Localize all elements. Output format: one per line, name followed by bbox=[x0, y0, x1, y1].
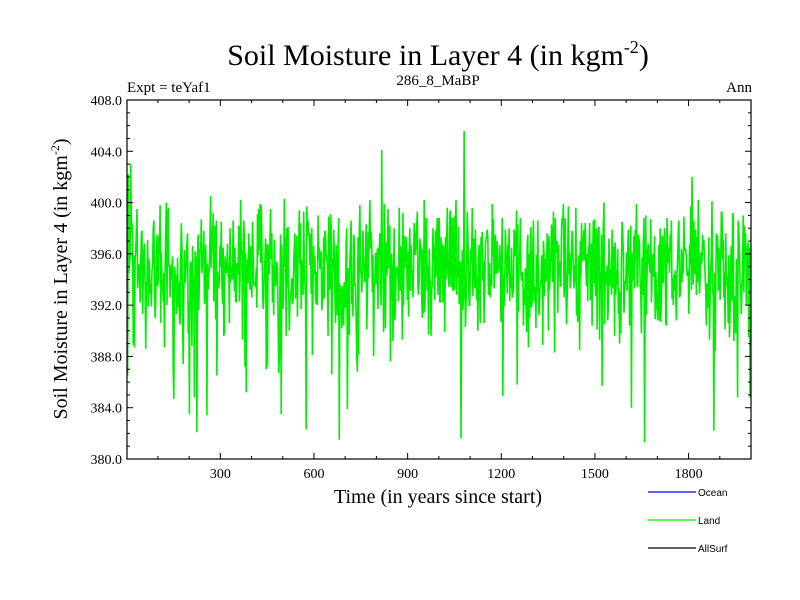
chart-title: Soil Moisture in Layer 4 (in kgm-2) bbox=[227, 37, 649, 72]
x-tick-label: 1500 bbox=[581, 467, 609, 482]
subtitle-left: Expt = teYaf1 bbox=[127, 80, 211, 96]
subtitle-right: Ann bbox=[726, 80, 752, 96]
y-tick-label: 408.0 bbox=[91, 94, 123, 109]
y-tick-label: 404.0 bbox=[91, 145, 123, 160]
x-tick-label: 1200 bbox=[487, 467, 515, 482]
plot-area bbox=[126, 99, 752, 460]
y-tick-label: 384.0 bbox=[91, 402, 123, 417]
legend-label-land: Land bbox=[698, 516, 720, 527]
y-axis-label-close: ) bbox=[50, 138, 72, 145]
legend-label-allsurf: AllSurf bbox=[698, 544, 728, 555]
legend-label-ocean: Ocean bbox=[698, 488, 727, 499]
x-tick-label: 1800 bbox=[675, 467, 703, 482]
y-axis-label: Soil Moisture in Layer 4 (in kgm-2) bbox=[48, 138, 72, 419]
x-tick-label: 600 bbox=[303, 467, 324, 482]
legend: Ocean Land AllSurf bbox=[648, 488, 728, 555]
y-tick-label: 392.0 bbox=[91, 299, 123, 314]
y-tick-label: 380.0 bbox=[91, 453, 123, 468]
y-axis: 380.0 384.0 388.0 392.0 396.0 400.0 404.0 408.0 bbox=[91, 94, 751, 468]
x-axis: 300 600 900 1200 1500 1800 bbox=[157, 100, 721, 482]
x-tick-label: 900 bbox=[397, 467, 418, 482]
y-axis-label-sup: -2 bbox=[48, 145, 62, 155]
chart-title-main: Soil Moisture in Layer 4 (in kgm bbox=[227, 39, 624, 72]
y-axis-label-main: Soil Moisture in Layer 4 (in kgm bbox=[50, 155, 72, 420]
y-tick-label: 400.0 bbox=[91, 197, 123, 212]
series-line-land bbox=[127, 130, 751, 443]
chart-title-sup: -2 bbox=[624, 37, 639, 57]
subtitle-center: 286_8_MaBP bbox=[396, 73, 479, 89]
y-tick-label: 396.0 bbox=[91, 248, 123, 263]
x-axis-label: Time (in years since start) bbox=[334, 486, 542, 508]
y-tick-label: 388.0 bbox=[91, 350, 123, 365]
chart-title-close: ) bbox=[639, 39, 649, 72]
x-tick-label: 300 bbox=[210, 467, 231, 482]
